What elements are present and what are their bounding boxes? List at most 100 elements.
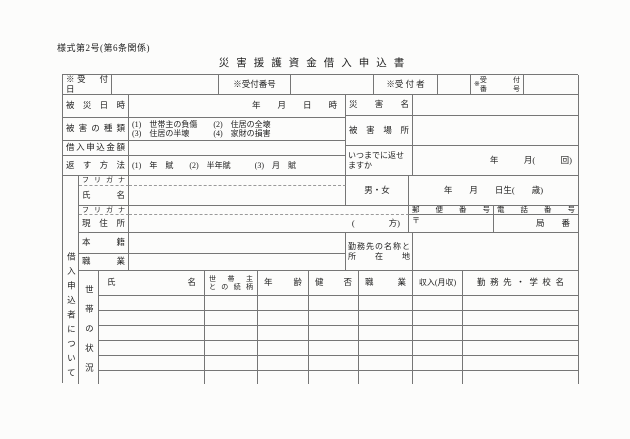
household-cell-name <box>99 341 205 355</box>
household-cell-occupation <box>359 326 413 340</box>
loan-amount-field <box>129 141 346 156</box>
repay-method-label: 返す方法 <box>66 159 125 170</box>
reception-number2-field <box>524 75 579 95</box>
domicile-label: 本籍 <box>82 237 125 248</box>
reception-date-field <box>112 75 219 95</box>
damage-type-options-cell: (1) 世帯主の負傷 (2) 住居の全壊 (3) 住居の半壊 (4) 家財の損害 <box>129 118 346 141</box>
household-cell-health <box>309 326 359 340</box>
household-row <box>99 326 579 341</box>
damage-place-field <box>413 116 579 146</box>
household-col-relation-cell: 世帯主 との続柄 <box>205 271 258 296</box>
loan-amount-label-cell: 借入申込金額 <box>63 141 129 156</box>
disaster-name-label-cell: 災害名 <box>346 95 413 116</box>
damage-place-label-cell: 被害場所 <box>346 116 413 146</box>
household-col-occupation: 職業 <box>365 277 406 288</box>
household-cell-school <box>463 296 579 310</box>
repay-deadline-label-cell: いつまでに返せますか <box>346 146 413 176</box>
household-cell-income <box>413 326 463 340</box>
household-cell-occupation <box>359 311 413 325</box>
postal-label-cell: 郵便番号 <box>409 206 494 215</box>
household-col-school: 勤務先・学校名 <box>477 277 564 288</box>
sex-options: 男・女 <box>364 184 390 195</box>
household-cell-age <box>258 311 309 325</box>
disaster-name-label: 災害名 <box>349 99 409 110</box>
household-section-strip: 世帯の状況 <box>79 271 99 384</box>
birthdate-units: 年 月 日生( 歳) <box>443 184 544 195</box>
damage-type-label: 被害の種類 <box>66 123 125 134</box>
household-cell-school <box>463 341 579 355</box>
household-col-income-cell: 収入(月収) <box>413 271 463 296</box>
household-cell-age <box>258 356 309 370</box>
household-cell-relation <box>205 326 258 340</box>
household-col-name-cell: 氏名 <box>99 271 205 296</box>
household-cell-health <box>309 341 359 355</box>
reception-date-label-cell: ※受 付 日 <box>63 75 112 95</box>
address-label: 現住所 <box>82 217 125 228</box>
address-field: ( 方) <box>129 215 409 233</box>
kana-label-cell: フリガナ <box>79 176 129 186</box>
sex-cell: 男・女 <box>346 176 409 206</box>
name-label: 氏名 <box>82 189 125 200</box>
postal-label: 郵便番号 <box>412 206 490 214</box>
tel-label-cell: 電話番号 <box>494 206 579 215</box>
address-label-cell: 現住所 <box>79 215 129 233</box>
household-cell-name <box>99 326 205 340</box>
household-cell-school <box>463 326 579 340</box>
reception-number2-label-cell: ※ 受 付 番 号 <box>471 75 524 95</box>
reception-number-field <box>291 75 374 95</box>
household-cell-school <box>463 356 579 370</box>
household-cell-name <box>99 296 205 310</box>
occupation-field <box>129 254 346 271</box>
kana2-field <box>129 206 409 215</box>
household-cell-school <box>463 371 579 384</box>
damage-place-label: 被害場所 <box>349 124 409 135</box>
form-table: ※受 付 日 ※受付番号 ※受 付 者 ※ 受 付 番 号 被災日時 年 月 日 … <box>62 74 579 384</box>
household-cell-age <box>258 341 309 355</box>
household-cell-name <box>99 371 205 384</box>
household-cell-income <box>413 356 463 370</box>
household-col-age-cell: 年齢 <box>258 271 309 296</box>
applicant-section-strip: 借入申込者について <box>63 176 79 384</box>
household-col-school-cell: 勤務先・学校名 <box>463 271 579 296</box>
reception-number-label-cell: ※受付番号 <box>219 75 291 95</box>
repay-deadline-label: いつまでに返せますか <box>348 151 404 170</box>
household-cell-name <box>99 311 205 325</box>
household-cell-age <box>258 371 309 384</box>
repay-method-options-cell: (1) 年 賦 (2) 半年賦 (3) 月 賦 <box>129 156 346 176</box>
disaster-name-field <box>413 95 579 116</box>
workplace-field <box>413 233 579 271</box>
household-cell-name <box>99 356 205 370</box>
household-cell-occupation <box>359 341 413 355</box>
household-cell-income <box>413 311 463 325</box>
postal-mark: 〒 <box>412 216 420 225</box>
household-cell-relation <box>205 341 258 355</box>
household-col-health: 健否 <box>315 277 352 288</box>
household-cell-occupation <box>359 296 413 310</box>
repay-deadline-field: 年 月( 回) <box>413 146 579 176</box>
birthdate-cell: 年 月 日生( 歳) <box>409 176 579 206</box>
name-field <box>129 186 346 206</box>
workplace-label: 勤務先の名称と 所在地 <box>348 242 410 261</box>
disaster-datetime-units: 年 月 日 時 <box>251 100 337 111</box>
household-col-occupation-cell: 職業 <box>359 271 413 296</box>
household-cell-relation <box>205 356 258 370</box>
household-cell-occupation <box>359 371 413 384</box>
household-cell-health <box>309 356 359 370</box>
applicant-section-label: 借入申込者について <box>66 251 77 383</box>
household-col-health-cell: 健否 <box>309 271 359 296</box>
form-number: 様式第2号(第6条関係) <box>57 43 150 53</box>
reception-date-label: ※受 付 日 <box>66 75 111 94</box>
household-row <box>99 371 579 384</box>
household-col-income: 収入(月収) <box>418 278 457 288</box>
postal-field: 〒 <box>409 215 494 233</box>
household-row <box>99 311 579 326</box>
damage-type-label-cell: 被害の種類 <box>63 118 129 141</box>
kana-label: フリガナ <box>82 176 125 185</box>
household-cell-occupation <box>359 356 413 370</box>
household-cell-income <box>413 341 463 355</box>
kana2-label: フリガナ <box>82 206 125 214</box>
disaster-datetime-label: 被災日時 <box>66 100 125 111</box>
name-label-cell: 氏名 <box>79 186 129 206</box>
loan-amount-label: 借入申込金額 <box>66 142 125 153</box>
